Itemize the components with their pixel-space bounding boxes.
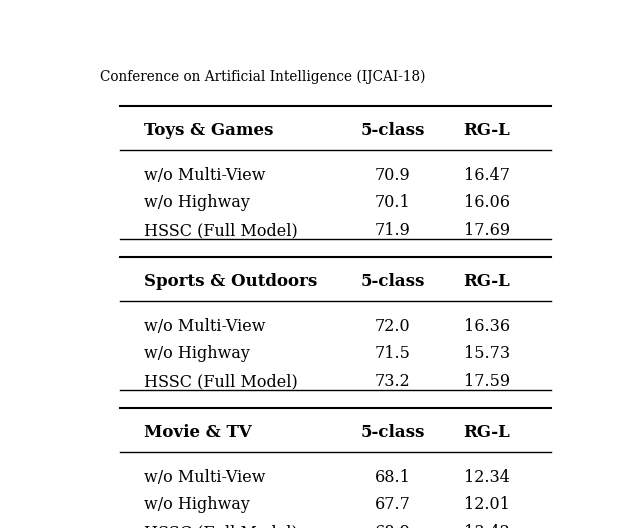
Text: 16.47: 16.47 bbox=[464, 167, 509, 184]
Text: 73.2: 73.2 bbox=[374, 373, 410, 390]
Text: Movie & TV: Movie & TV bbox=[145, 425, 252, 441]
Text: 5-class: 5-class bbox=[360, 274, 425, 290]
Text: 17.59: 17.59 bbox=[463, 373, 510, 390]
Text: 70.9: 70.9 bbox=[374, 167, 410, 184]
Text: Conference on Artificial Intelligence (IJCAI-18): Conference on Artificial Intelligence (I… bbox=[100, 70, 426, 84]
Text: w/o Highway: w/o Highway bbox=[145, 194, 250, 211]
Text: Toys & Games: Toys & Games bbox=[145, 122, 274, 139]
Text: 12.01: 12.01 bbox=[464, 496, 509, 513]
Text: 68.1: 68.1 bbox=[374, 469, 410, 486]
Text: 16.06: 16.06 bbox=[464, 194, 509, 211]
Text: w/o Multi-View: w/o Multi-View bbox=[145, 167, 266, 184]
Text: 5-class: 5-class bbox=[360, 425, 425, 441]
Text: w/o Highway: w/o Highway bbox=[145, 496, 250, 513]
Text: 67.7: 67.7 bbox=[374, 496, 410, 513]
Text: 72.0: 72.0 bbox=[374, 318, 410, 335]
Text: HSSC (Full Model): HSSC (Full Model) bbox=[145, 524, 298, 528]
Text: RG-L: RG-L bbox=[463, 274, 510, 290]
Text: HSSC (Full Model): HSSC (Full Model) bbox=[145, 222, 298, 239]
Text: 17.69: 17.69 bbox=[463, 222, 510, 239]
Text: 70.1: 70.1 bbox=[374, 194, 410, 211]
Text: w/o Highway: w/o Highway bbox=[145, 345, 250, 362]
Text: 16.36: 16.36 bbox=[463, 318, 510, 335]
Text: w/o Multi-View: w/o Multi-View bbox=[145, 469, 266, 486]
Text: 5-class: 5-class bbox=[360, 122, 425, 139]
Text: 68.9: 68.9 bbox=[374, 524, 410, 528]
Text: 71.5: 71.5 bbox=[374, 345, 410, 362]
Text: Sports & Outdoors: Sports & Outdoors bbox=[145, 274, 317, 290]
Text: 13.42: 13.42 bbox=[464, 524, 509, 528]
Text: 12.34: 12.34 bbox=[464, 469, 509, 486]
Text: w/o Multi-View: w/o Multi-View bbox=[145, 318, 266, 335]
Text: RG-L: RG-L bbox=[463, 122, 510, 139]
Text: 15.73: 15.73 bbox=[463, 345, 510, 362]
Text: 71.9: 71.9 bbox=[374, 222, 410, 239]
Text: HSSC (Full Model): HSSC (Full Model) bbox=[145, 373, 298, 390]
Text: RG-L: RG-L bbox=[463, 425, 510, 441]
